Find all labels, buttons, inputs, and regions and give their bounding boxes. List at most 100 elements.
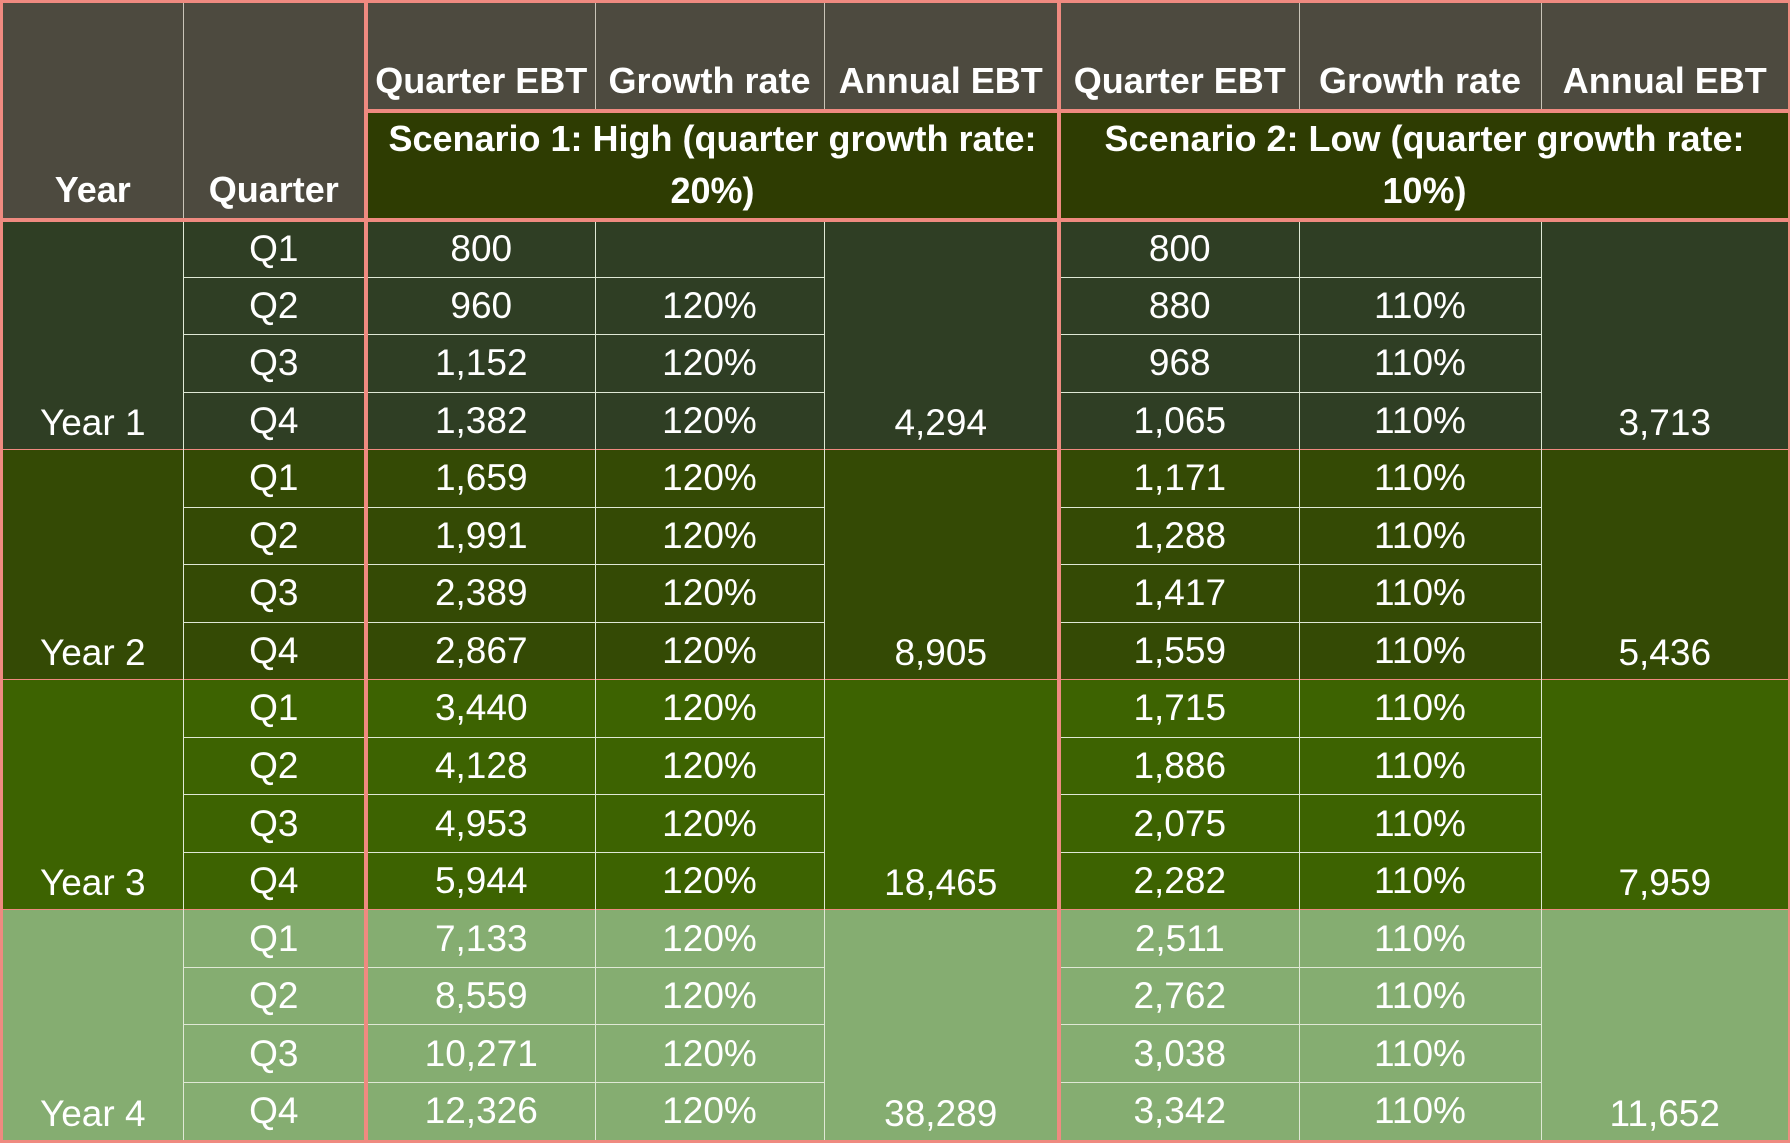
s1-quarter-ebt: 1,659 — [364, 449, 595, 508]
s1-growth-rate: 120% — [594, 276, 824, 335]
quarter-label: Q4 — [182, 391, 366, 450]
s2-quarter-ebt: 2,075 — [1057, 794, 1299, 853]
s1-growth-rate: 120% — [594, 1081, 824, 1140]
s1-growth-rate: 120% — [594, 794, 824, 853]
scenario-2-label: Scenario 2: Low (quarter growth rate: 10… — [1057, 108, 1788, 220]
table-row: Year 4 Q1 7,133 120% 38,289 2,511 110% 11,652 — [3, 909, 1788, 1140]
year-label: Year 3 — [3, 679, 183, 910]
s1-quarter-ebt: 1,382 — [364, 391, 595, 450]
s2-growth-rate: 110% — [1298, 506, 1541, 565]
quarter-label: Q1 — [182, 217, 366, 278]
s2-annual-ebt: 5,436 — [1540, 449, 1788, 680]
s2-growth-rate: 110% — [1298, 679, 1541, 738]
s1-quarter-ebt: 960 — [364, 276, 595, 335]
s2-annual-ebt: 11,652 — [1540, 909, 1788, 1140]
s2-quarter-ebt: 2,511 — [1057, 909, 1299, 968]
header-year: Year — [3, 3, 183, 220]
table-body: Year Quarter Quarter EBT Growth rate Ann… — [3, 3, 1788, 1140]
quarter-label: Q1 — [182, 449, 366, 508]
s2-quarter-ebt: 968 — [1057, 334, 1299, 393]
quarter-label: Q1 — [182, 909, 366, 968]
s1-quarter-ebt: 7,133 — [364, 909, 595, 968]
s2-quarter-ebt: 880 — [1057, 276, 1299, 335]
year-label: Year 4 — [3, 909, 183, 1140]
s2-growth-rate — [1298, 217, 1541, 278]
table-row: Q3 10,271 120% 3,038 110% — [3, 1024, 1788, 1083]
header-s2-annual-ebt: Annual EBT — [1540, 3, 1788, 111]
quarter-label: Q2 — [182, 276, 366, 335]
s2-quarter-ebt: 800 — [1057, 217, 1299, 278]
s2-growth-rate: 110% — [1298, 276, 1541, 335]
s2-growth-rate: 110% — [1298, 736, 1541, 795]
s2-growth-rate: 110% — [1298, 909, 1541, 968]
s2-quarter-ebt: 1,559 — [1057, 621, 1299, 680]
s1-quarter-ebt: 800 — [364, 217, 595, 278]
table-row: Year 1 Q1 800 4,294 800 3,713 — [3, 217, 1788, 450]
table-row: Q3 2,389 120% 1,417 110% — [3, 564, 1788, 623]
s2-quarter-ebt: 1,288 — [1057, 506, 1299, 565]
s2-growth-rate: 110% — [1298, 851, 1541, 910]
header-quarter: Quarter — [182, 3, 366, 220]
header-s1-growth-rate: Growth rate — [594, 3, 824, 111]
s2-growth-rate: 110% — [1298, 794, 1541, 853]
s1-quarter-ebt: 2,389 — [364, 564, 595, 623]
s1-growth-rate: 120% — [594, 966, 824, 1025]
year-label: Year 1 — [3, 217, 183, 450]
s2-quarter-ebt: 3,342 — [1057, 1081, 1299, 1140]
s1-quarter-ebt: 12,326 — [364, 1081, 595, 1140]
s2-quarter-ebt: 1,886 — [1057, 736, 1299, 795]
s1-quarter-ebt: 2,867 — [364, 621, 595, 680]
s1-quarter-ebt: 1,152 — [364, 334, 595, 393]
quarter-label: Q3 — [182, 1024, 366, 1083]
s1-quarter-ebt: 8,559 — [364, 966, 595, 1025]
s1-growth-rate: 120% — [594, 334, 824, 393]
header-row: Year Quarter Quarter EBT Growth rate Ann… — [3, 3, 1788, 220]
quarter-label: Q3 — [182, 794, 366, 853]
s1-annual-ebt: 18,465 — [823, 679, 1059, 910]
s1-growth-rate: 120% — [594, 1024, 824, 1083]
header-s1-annual-ebt: Annual EBT — [823, 3, 1059, 111]
s2-growth-rate: 110% — [1298, 621, 1541, 680]
scenario-row: Scenario 1: High (quarter growth rate: 2… — [3, 108, 1788, 220]
s1-growth-rate: 120% — [594, 391, 824, 450]
header-s2-quarter-ebt: Quarter EBT — [1057, 3, 1299, 111]
table-row: Year 2 Q1 1,659 120% 8,905 1,171 110% 5,436 — [3, 449, 1788, 680]
quarter-label: Q2 — [182, 966, 366, 1025]
quarter-label: Q4 — [182, 851, 366, 910]
s2-quarter-ebt: 2,762 — [1057, 966, 1299, 1025]
s2-quarter-ebt: 1,417 — [1057, 564, 1299, 623]
s2-growth-rate: 110% — [1298, 391, 1541, 450]
s2-quarter-ebt: 2,282 — [1057, 851, 1299, 910]
s2-quarter-ebt: 1,715 — [1057, 679, 1299, 738]
s1-growth-rate: 120% — [594, 909, 824, 968]
s1-quarter-ebt: 5,944 — [364, 851, 595, 910]
s1-annual-ebt: 4,294 — [823, 217, 1059, 450]
quarter-label: Q3 — [182, 564, 366, 623]
s2-annual-ebt: 3,713 — [1540, 217, 1788, 450]
s1-growth-rate: 120% — [594, 679, 824, 738]
s1-growth-rate: 120% — [594, 564, 824, 623]
s1-annual-ebt: 38,289 — [823, 909, 1059, 1140]
s1-growth-rate: 120% — [594, 851, 824, 910]
s2-growth-rate: 110% — [1298, 564, 1541, 623]
s1-growth-rate — [594, 217, 824, 278]
header-s2-growth-rate: Growth rate — [1298, 3, 1541, 111]
s2-growth-rate: 110% — [1298, 334, 1541, 393]
quarter-label: Q1 — [182, 679, 366, 738]
quarter-label: Q2 — [182, 506, 366, 565]
table-row: Q4 12,326 120% 3,342 110% — [3, 1081, 1788, 1140]
s2-growth-rate: 110% — [1298, 1081, 1541, 1140]
quarter-label: Q2 — [182, 736, 366, 795]
quarter-label: Q4 — [182, 621, 366, 680]
s2-quarter-ebt: 1,171 — [1057, 449, 1299, 508]
s2-quarter-ebt: 1,065 — [1057, 391, 1299, 450]
s2-growth-rate: 110% — [1298, 966, 1541, 1025]
s1-growth-rate: 120% — [594, 621, 824, 680]
s2-quarter-ebt: 3,038 — [1057, 1024, 1299, 1083]
s1-quarter-ebt: 4,128 — [364, 736, 595, 795]
scenario-1-label: Scenario 1: High (quarter growth rate: 2… — [364, 108, 1059, 220]
s2-growth-rate: 110% — [1298, 449, 1541, 508]
s1-quarter-ebt: 10,271 — [364, 1024, 595, 1083]
header-s1-quarter-ebt: Quarter EBT — [364, 3, 595, 111]
s1-quarter-ebt: 1,991 — [364, 506, 595, 565]
